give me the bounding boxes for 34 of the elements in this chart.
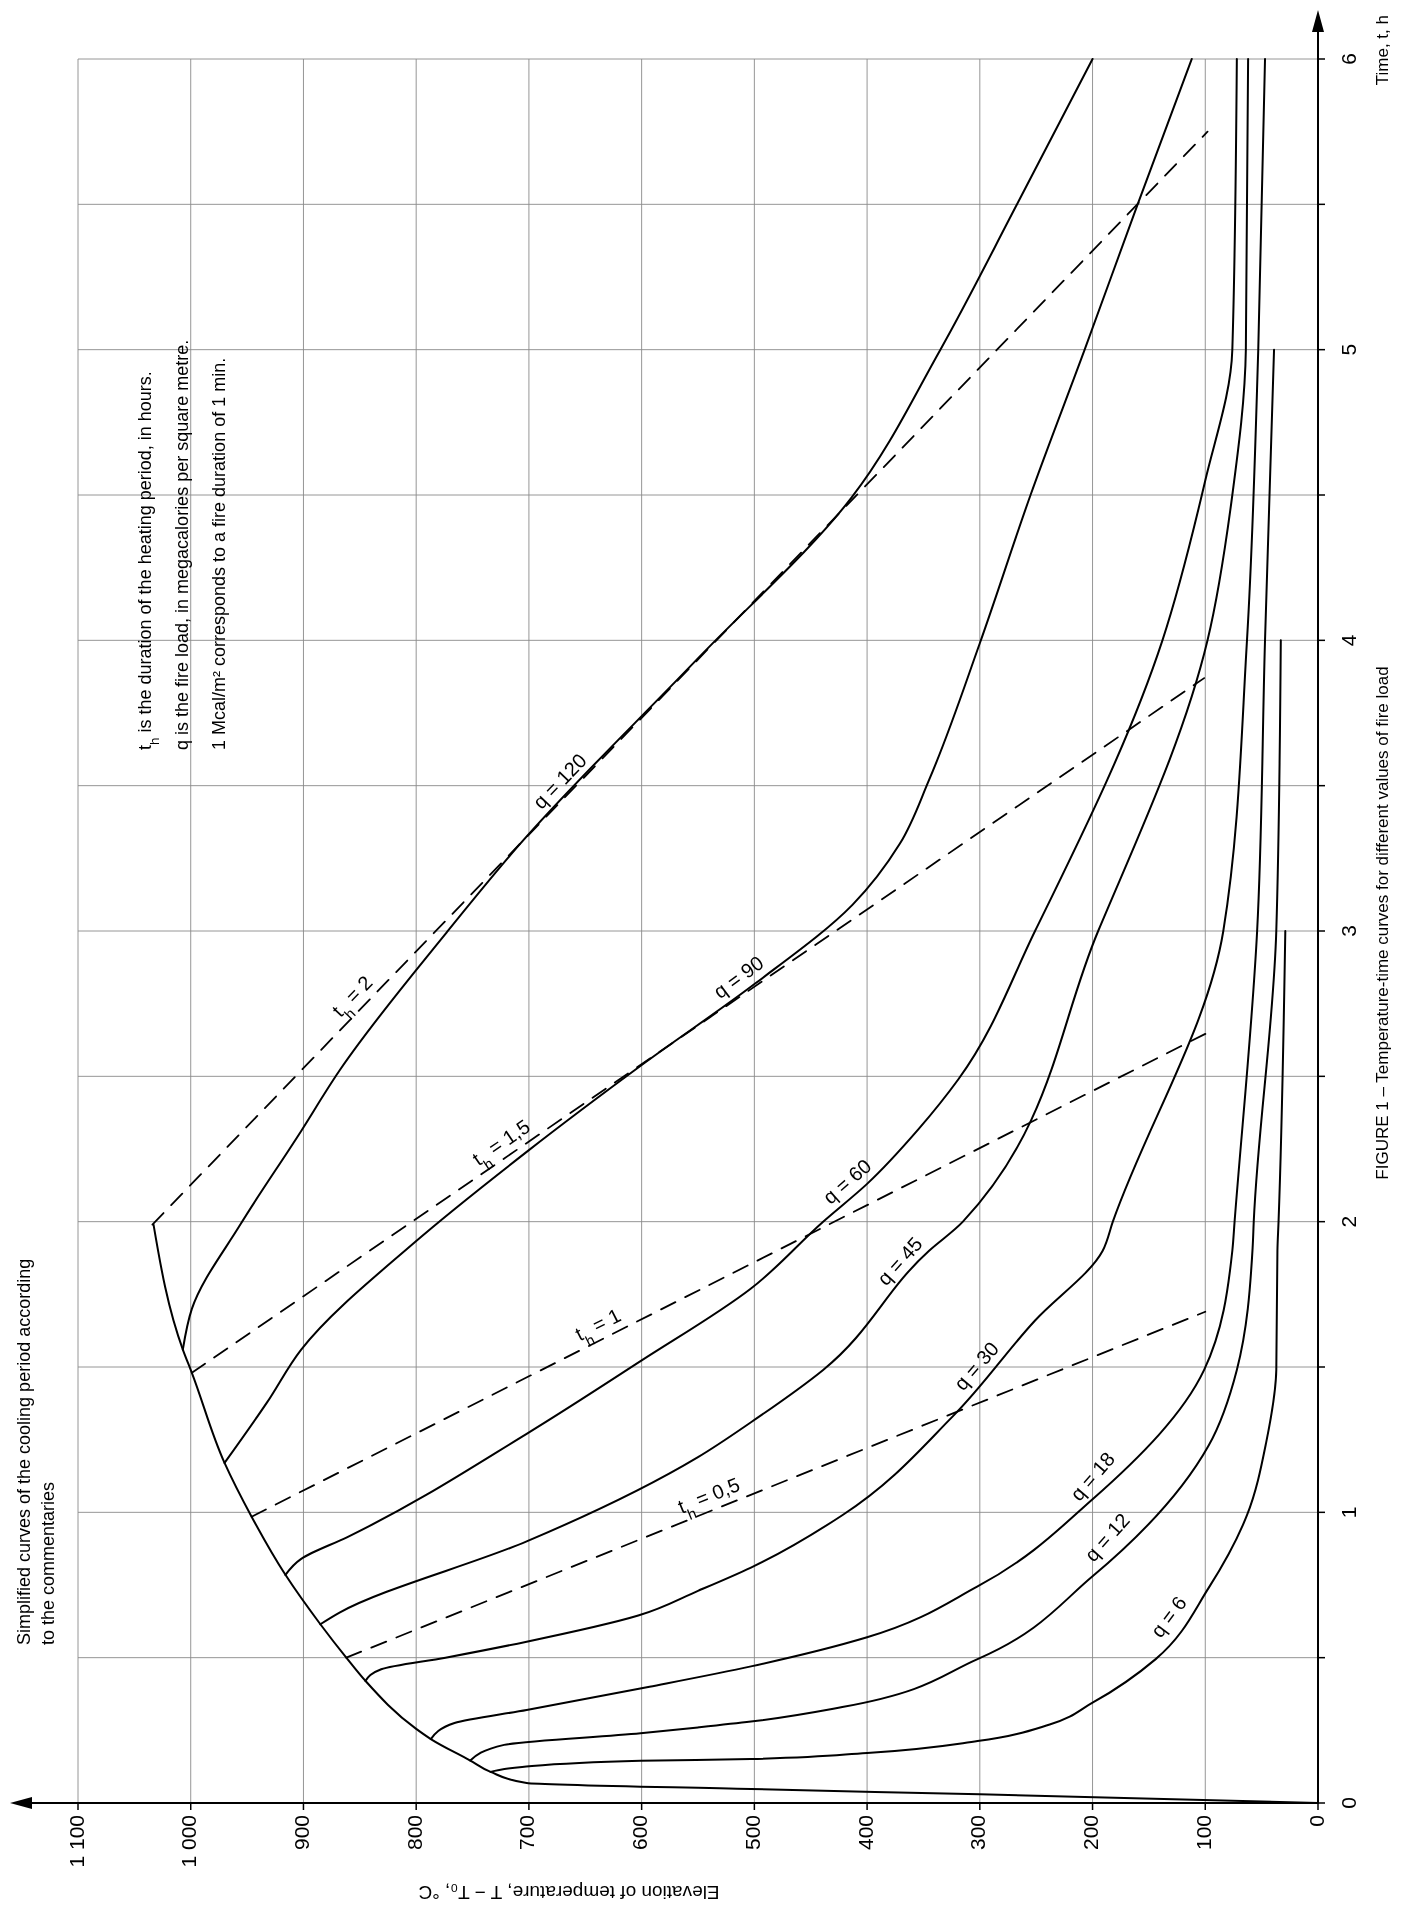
y-tick-label: 4 <box>1336 634 1360 647</box>
y-axis-title: Time, t, h <box>1373 15 1392 86</box>
text: q = 90 <box>709 951 768 1003</box>
text: q = 60 <box>818 1154 876 1209</box>
x-tick-label: 200 <box>1079 1815 1103 1851</box>
text: q = 120 <box>528 749 591 814</box>
text: FIGURE 1 – Temperature-time curves for different values of fire load <box>1373 666 1392 1180</box>
text: q = 12 <box>1080 1508 1134 1566</box>
text: q = 18 <box>1065 1447 1120 1505</box>
x-tick-label: 400 <box>853 1815 877 1851</box>
annotation: 1 Mcal/m² corresponds to a fire duration of 1 min. <box>209 357 229 750</box>
x-axis-title: Elevation of temperature, T − T₀, °C <box>418 1882 720 1903</box>
annotation: q is the fire load, in megacalories per square metre. <box>172 339 192 750</box>
x-tick-label: 500 <box>740 1815 764 1851</box>
x-tick-label: 600 <box>628 1815 652 1851</box>
text: q = 30 <box>949 1337 1003 1395</box>
x-tick-label: 700 <box>515 1815 539 1851</box>
x-tick-label: 900 <box>290 1815 313 1851</box>
x-tick-label: 800 <box>402 1815 426 1851</box>
x-tick-label: 300 <box>966 1815 990 1851</box>
x-tick-label: 100 <box>1191 1815 1215 1851</box>
x-tick-label: 0 <box>1304 1815 1328 1827</box>
y-tick-label: 0 <box>1336 1797 1360 1809</box>
x-tick-label: 1 000 <box>177 1815 201 1868</box>
y-tick-label: 2 <box>1336 1215 1360 1228</box>
y-tick-label: 6 <box>1336 53 1360 65</box>
y-tick-label: 1 <box>1336 1506 1360 1519</box>
text: q = 45 <box>872 1232 927 1290</box>
y-tick-label: 5 <box>1336 343 1360 356</box>
text: t$_{h}$ = 0,5 <box>674 1473 743 1523</box>
text: q = 6 <box>1146 1592 1191 1642</box>
y-tick-label: 3 <box>1336 925 1360 937</box>
x-tick-label: 1 100 <box>64 1815 88 1868</box>
text: Simplified curves of the cooling period according to the commentaries <box>14 1258 58 1645</box>
